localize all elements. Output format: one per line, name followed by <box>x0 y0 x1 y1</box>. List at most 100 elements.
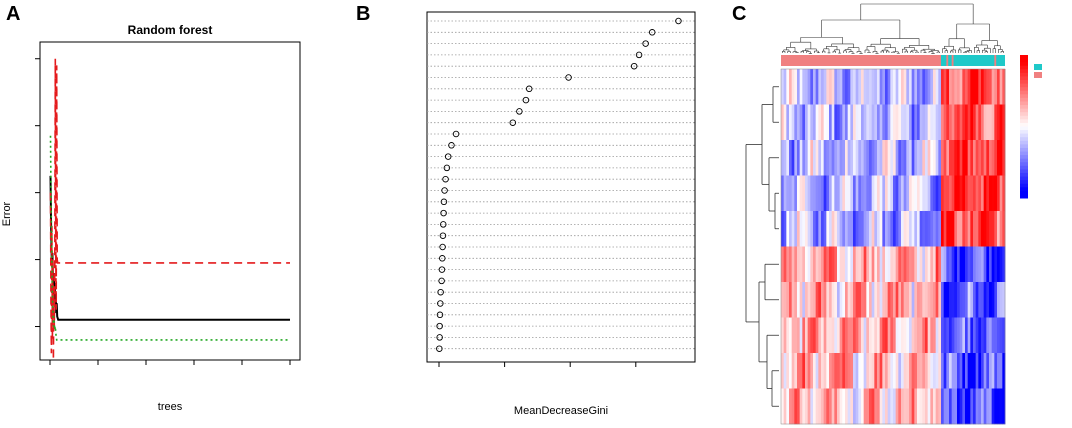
color-scale-segment <box>1020 187 1028 192</box>
heatmap-cell <box>898 211 902 247</box>
heatmap-cell <box>786 317 790 354</box>
heatmap-cell <box>858 246 862 283</box>
heatmap-cell <box>978 388 982 425</box>
heatmap-cell <box>837 317 841 354</box>
heatmap-cell <box>895 69 899 105</box>
heatmap-cell <box>791 317 795 354</box>
heatmap-cell <box>946 140 950 176</box>
heatmap-cell <box>903 317 907 354</box>
heatmap-cell <box>957 317 961 354</box>
heatmap-cell <box>1002 69 1006 105</box>
heatmap-cell <box>927 140 931 176</box>
heatmap-cell <box>946 388 950 425</box>
heatmap-cell <box>855 211 859 247</box>
heatmap-cell <box>941 246 945 283</box>
heatmap-cell <box>919 353 923 389</box>
heatmap-cell <box>807 246 811 283</box>
heatmap-cell <box>981 388 985 425</box>
heatmap-cell <box>938 353 942 389</box>
heatmap-cell <box>866 69 870 105</box>
heatmap-cell <box>943 317 947 354</box>
color-scale-segment <box>1020 122 1028 127</box>
heatmap-cell <box>858 282 862 318</box>
panel-b-point-ghr <box>437 300 444 307</box>
heatmap-cell <box>914 282 918 318</box>
heatmap-cell <box>898 353 902 389</box>
panel-b-point-amigo2 <box>630 62 638 70</box>
heatmap-cell <box>837 104 841 141</box>
heatmap-cell <box>877 140 881 176</box>
heatmap-cell <box>786 388 790 425</box>
color-scale-segment <box>1020 137 1028 142</box>
heatmap-cell <box>938 104 942 141</box>
heatmap-cell <box>821 317 825 354</box>
heatmap-cell <box>866 317 870 354</box>
panel-c-legends <box>1020 55 1042 199</box>
heatmap-cell <box>839 69 843 105</box>
heatmap-cell <box>810 317 814 354</box>
heatmap-cell <box>978 317 982 354</box>
heatmap-cell <box>919 69 923 105</box>
heatmap-cell <box>850 175 854 212</box>
heatmap-cell <box>898 140 902 176</box>
panel-b-point-pros1 <box>635 51 643 59</box>
heatmap-cell <box>882 69 886 105</box>
color-scale-segment <box>1020 162 1028 167</box>
heatmap-cell <box>1002 353 1006 389</box>
heatmap-cell <box>922 353 926 389</box>
heatmap-cell <box>994 282 998 318</box>
heatmap-cell <box>943 140 947 176</box>
heatmap-cell <box>922 211 926 247</box>
heatmap-cell <box>850 353 854 389</box>
color-scale-segment <box>1020 194 1028 199</box>
heatmap-cell <box>877 353 881 389</box>
heatmap-cell <box>951 317 955 354</box>
panel-b-point-ipcef1 <box>525 85 533 93</box>
heatmap-cell <box>895 175 899 212</box>
heatmap-cell <box>882 353 886 389</box>
heatmap-cell <box>914 353 918 389</box>
heatmap-cell <box>999 211 1003 247</box>
heatmap-cell <box>946 175 950 212</box>
heatmap-cell <box>994 388 998 425</box>
heatmap-cell <box>890 246 894 283</box>
color-scale-segment <box>1020 90 1028 95</box>
heatmap-cell <box>967 211 971 247</box>
heatmap-cell <box>786 69 790 105</box>
heatmap-cell <box>861 69 865 105</box>
color-scale-segment <box>1020 130 1028 135</box>
heatmap-cell <box>919 388 923 425</box>
heatmap-cell <box>962 69 966 105</box>
heatmap-cell <box>965 353 969 389</box>
heatmap-cell <box>882 140 886 176</box>
heatmap-cell <box>781 317 785 354</box>
heatmap-cell <box>933 246 937 283</box>
heatmap-cell <box>973 211 977 247</box>
heatmap-cell <box>842 104 846 141</box>
heatmap-cell <box>914 104 918 141</box>
heatmap-cell <box>906 175 910 212</box>
heatmap-cell <box>885 140 889 176</box>
heatmap-cell <box>994 175 998 212</box>
heatmap-cell <box>807 175 811 212</box>
heatmap-cell <box>797 140 801 176</box>
heatmap-cell <box>975 175 979 212</box>
heatmap-cell <box>789 317 793 354</box>
heatmap-cell <box>810 246 814 283</box>
heatmap-cell <box>829 104 833 141</box>
heatmap-cell <box>949 211 953 247</box>
heatmap-cell <box>853 140 857 176</box>
heatmap-cell <box>829 140 833 176</box>
heatmap-cell <box>858 317 862 354</box>
heatmap-cell <box>893 211 897 247</box>
heatmap-cell <box>831 175 835 212</box>
heatmap-cell <box>855 388 859 425</box>
heatmap-cell <box>813 69 817 105</box>
heatmap-cell <box>935 104 939 141</box>
heatmap-cell <box>858 388 862 425</box>
heatmap-cell <box>965 282 969 318</box>
panel-a-series-2 <box>49 135 290 341</box>
heatmap-cell <box>847 175 851 212</box>
heatmap-cell <box>927 353 931 389</box>
heatmap-cell <box>794 282 798 318</box>
